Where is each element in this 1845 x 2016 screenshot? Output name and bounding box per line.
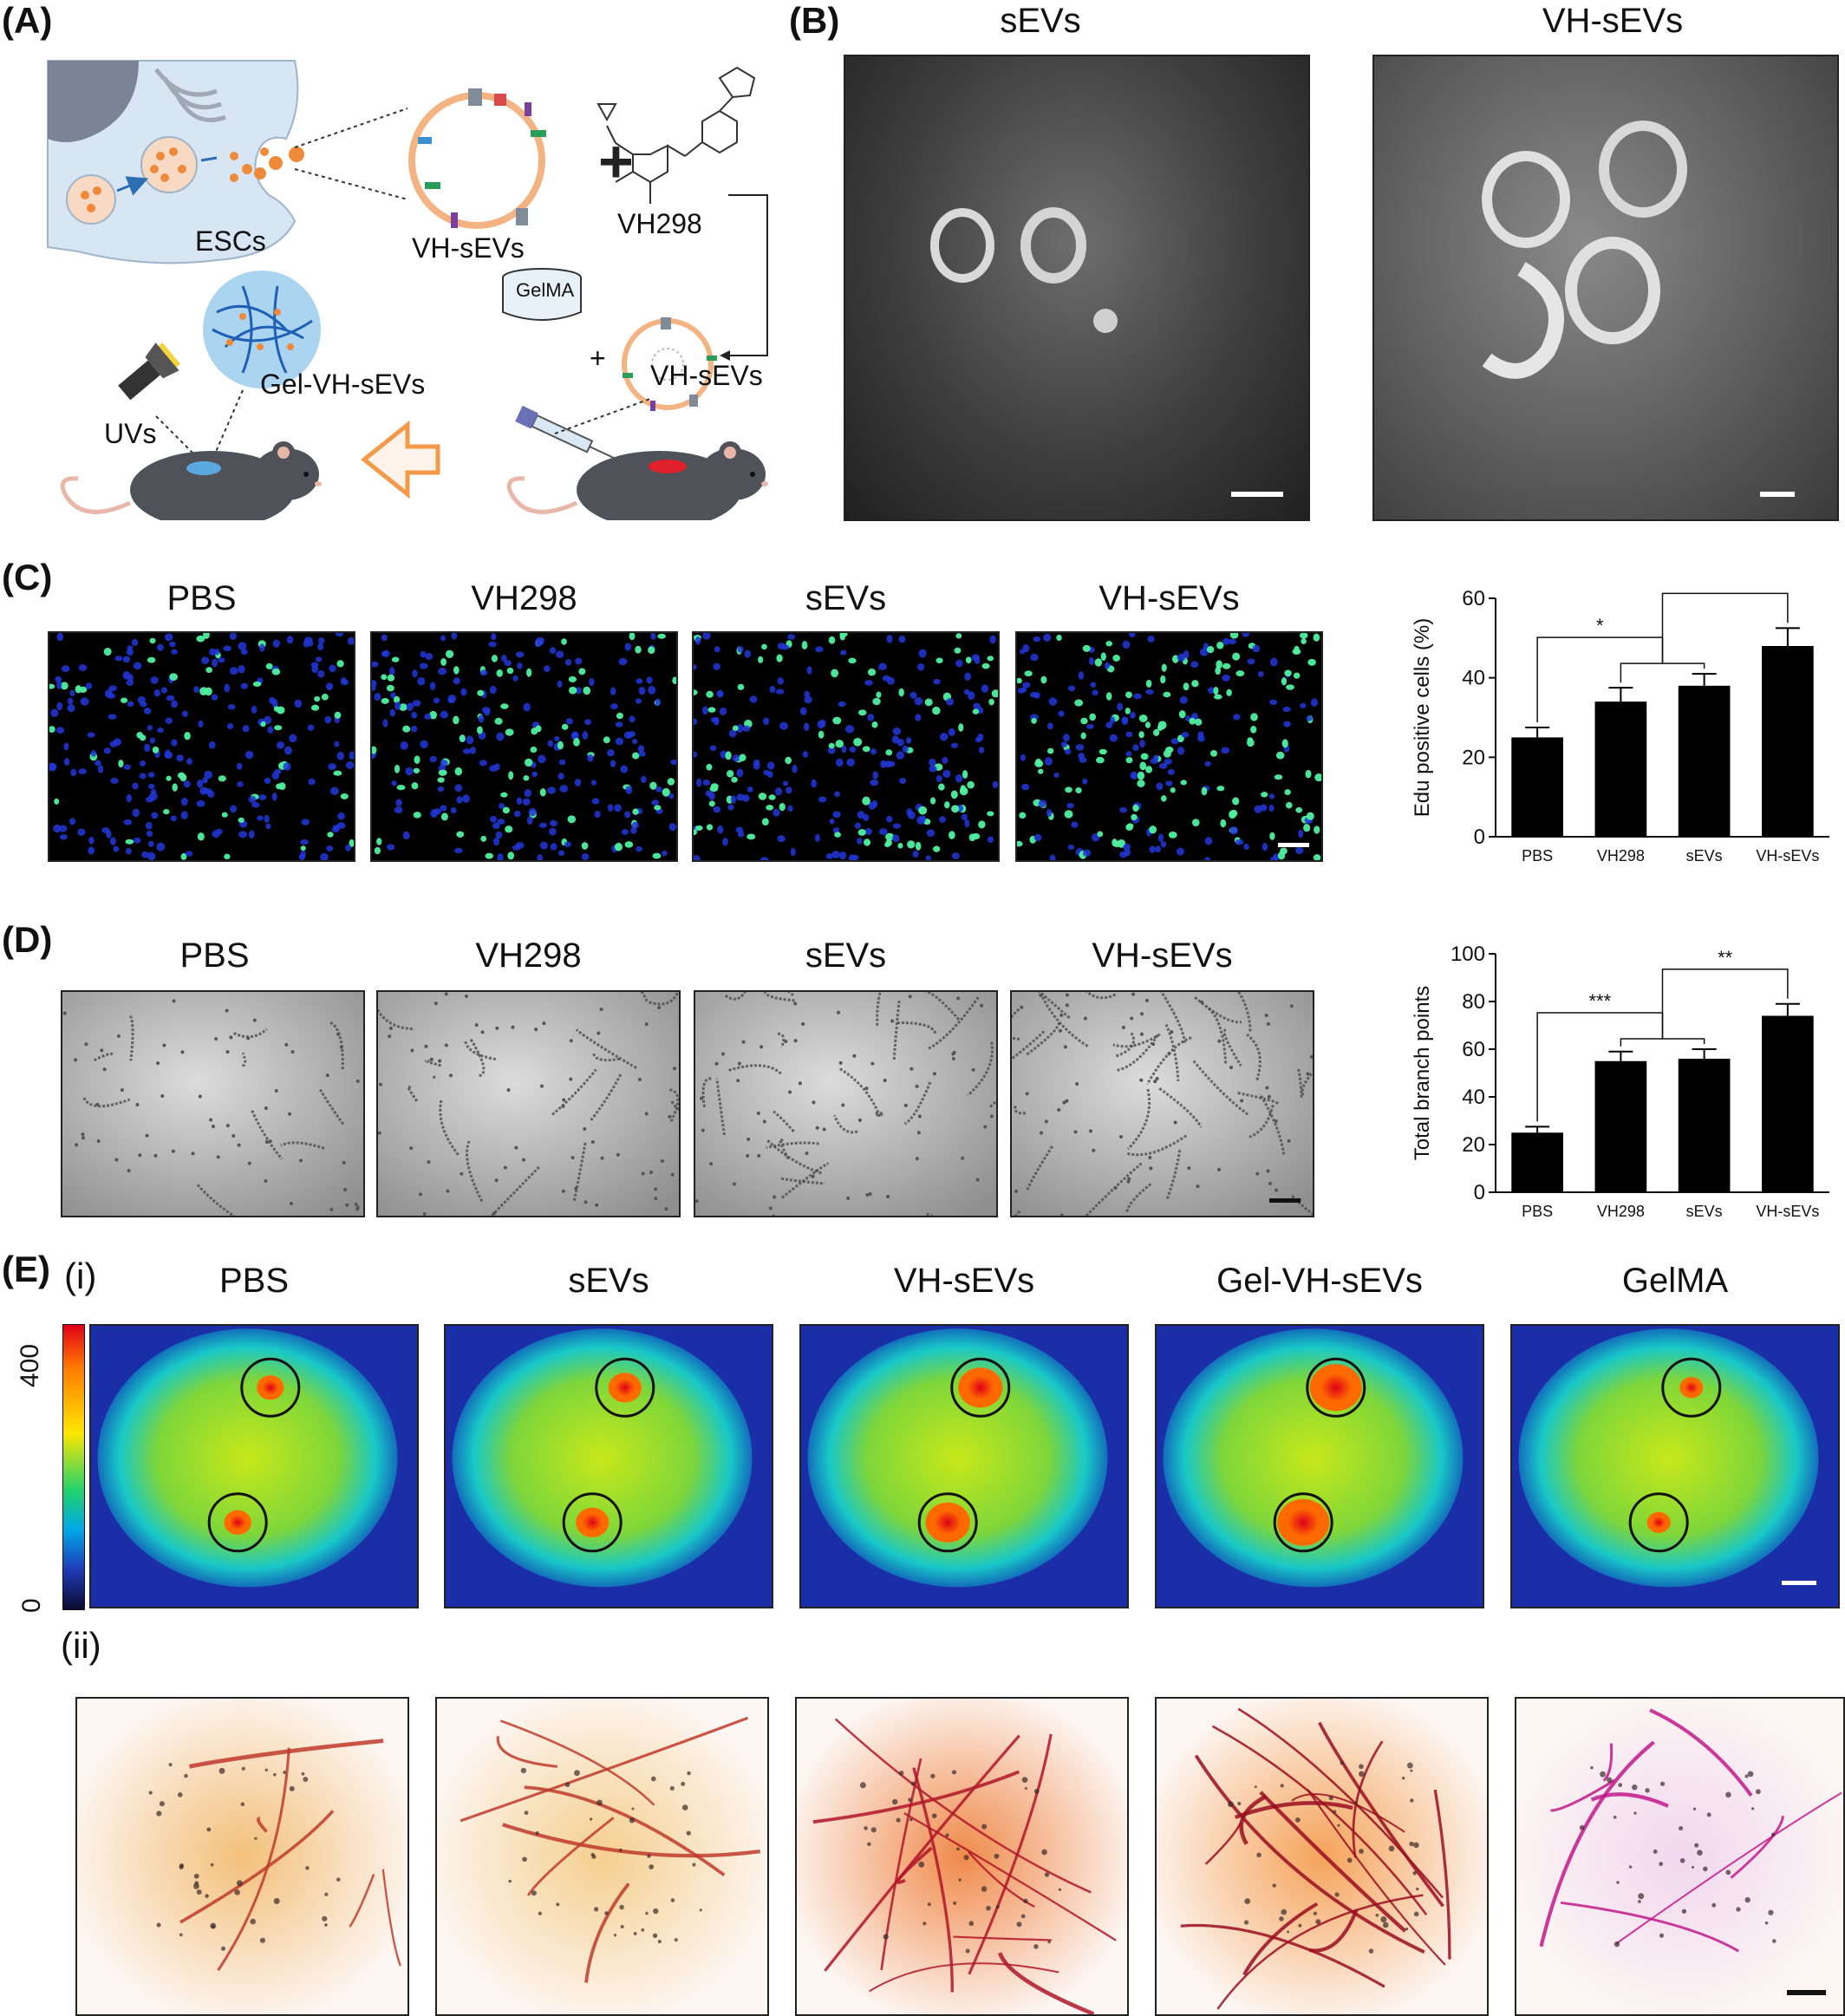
tem-image-sevs [844,55,1310,521]
branch-chart-significance-1: *** [1588,990,1611,1012]
panel-label-e-i: (i) [64,1256,97,1296]
doppler-title-gelma: GelMA [1621,1262,1729,1300]
edu-bar-chart: 0 20 40 60 Edu positive cells (%) PBS VH298 sEV… [1405,571,1838,876]
vessel-image-gel-vh-sevs [1155,1697,1489,2016]
edu-chart-significance-2: * [1721,590,1729,592]
edu-title-vh-sevs: VH-sEVs [1099,579,1240,617]
edu-chart-x-tick-label: VH-sEVs [1756,847,1819,864]
edu-image-vh298 [370,631,678,862]
edu-image-pbs [48,631,355,862]
edu-chart-y-tick-label: 0 [1474,825,1485,849]
branch-chart-y-tick-label: 0 [1474,1181,1485,1204]
edu-chart-bar [1511,737,1563,837]
branch-chart-bar [1762,1015,1814,1192]
panel-label-d: (D) [2,919,53,960]
panel-label-b: (B) [789,0,840,41]
plus-sign: + [590,343,606,374]
vh298-label: VH298 [617,208,702,239]
tube-image-pbs [61,990,365,1217]
branch-chart-x-tick-label: PBS [1522,1203,1553,1220]
doppler-title-sevs: sEVs [568,1262,649,1300]
edu-chart-y-tick-label: 60 [1462,590,1485,610]
tube-title-pbs: PBS [179,936,250,975]
vessel-image-gelma [1515,1697,1845,2016]
branch-chart-significance-2: ** [1718,947,1733,969]
tem-title-sevs: sEVs [1000,2,1081,40]
svg-text:+: + [598,127,634,195]
schematic-diagram: + [43,52,789,532]
doppler-image-vh-sevs [799,1324,1129,1608]
branch-bar-chart: 0 20 40 60 80 100 Total branch points PBS VH298 s… [1405,943,1838,1231]
edu-chart-x-tick-label: sEVs [1686,847,1723,864]
branch-chart-y-tick-label: 80 [1462,990,1485,1014]
tube-image-sevs [694,990,998,1217]
panel-label-e-ii: (ii) [61,1625,101,1666]
branch-chart-bar [1678,1059,1731,1192]
panel-label-a: (A) [2,0,53,41]
doppler-title-gel-vh-sevs: Gel-VH-sEVs [1216,1262,1423,1300]
branch-chart-y-tick-label: 100 [1451,945,1485,966]
branch-chart-bar [1511,1132,1563,1192]
edu-chart-bar [1762,646,1814,837]
vessel-image-sevs [435,1697,769,2016]
branch-chart-y-tick-label: 40 [1462,1086,1485,1109]
tube-title-sevs: sEVs [805,936,887,975]
branch-chart-x-tick-label: sEVs [1686,1203,1723,1220]
tube-image-vh298 [376,990,681,1217]
edu-chart-x-tick-label: PBS [1522,847,1553,864]
doppler-image-sevs [444,1324,773,1608]
panel-label-e: (E) [2,1249,50,1289]
vessel-image-pbs [75,1697,409,2016]
panel-label-c: (C) [2,557,53,597]
edu-chart-y-tick-label: 20 [1462,746,1485,769]
edu-chart-bar [1594,701,1647,837]
colorbar-max-label: 400 [16,1343,44,1387]
edu-chart-significance-1: * [1596,615,1604,636]
doppler-image-pbs [89,1324,419,1608]
colorbar-min-label: 0 [17,1598,46,1613]
edu-image-sevs [692,631,1000,862]
doppler-image-gelma [1510,1324,1840,1608]
doppler-title-vh-sevs: VH-sEVs [893,1262,1035,1300]
tube-title-vh298: VH298 [475,936,582,975]
colorbar [62,1324,85,1610]
branch-chart-x-tick-label: VH298 [1597,1203,1645,1220]
edu-chart-x-tick-label: VH298 [1597,847,1645,864]
vh-sevs-label-2: VH-sEVs [650,360,763,391]
vessel-image-vh-sevs [795,1697,1129,2016]
edu-title-vh298: VH298 [471,579,577,617]
branch-chart-bar [1594,1060,1647,1192]
tem-image-vh-sevs [1372,55,1839,521]
uvs-label: UVs [104,418,157,449]
gel-vh-sevs-label: Gel-VH-sEVs [260,369,426,400]
escs-label: ESCs [195,225,266,257]
gelma-label: GelMA [516,279,575,301]
edu-chart-bar [1678,685,1731,837]
branch-chart-y-axis-label: Total branch points [1411,986,1434,1160]
tem-title-vh-sevs: VH-sEVs [1542,2,1684,40]
edu-chart-y-tick-label: 40 [1462,667,1485,690]
branch-chart-x-tick-label: VH-sEVs [1756,1203,1819,1220]
edu-title-pbs: PBS [166,579,237,617]
edu-chart-y-axis-label: Edu positive cells (%) [1411,618,1434,817]
branch-chart-y-tick-label: 20 [1462,1133,1485,1157]
vh-sevs-label: VH-sEVs [412,232,525,264]
doppler-image-gel-vh-sevs [1155,1324,1484,1608]
tube-image-vh-sevs [1010,990,1314,1217]
edu-title-sevs: sEVs [805,579,887,617]
tube-title-vh-sevs: VH-sEVs [1092,936,1233,975]
doppler-title-pbs: PBS [218,1262,290,1300]
branch-chart-y-tick-label: 60 [1462,1038,1485,1061]
edu-image-vh-sevs [1015,631,1323,862]
